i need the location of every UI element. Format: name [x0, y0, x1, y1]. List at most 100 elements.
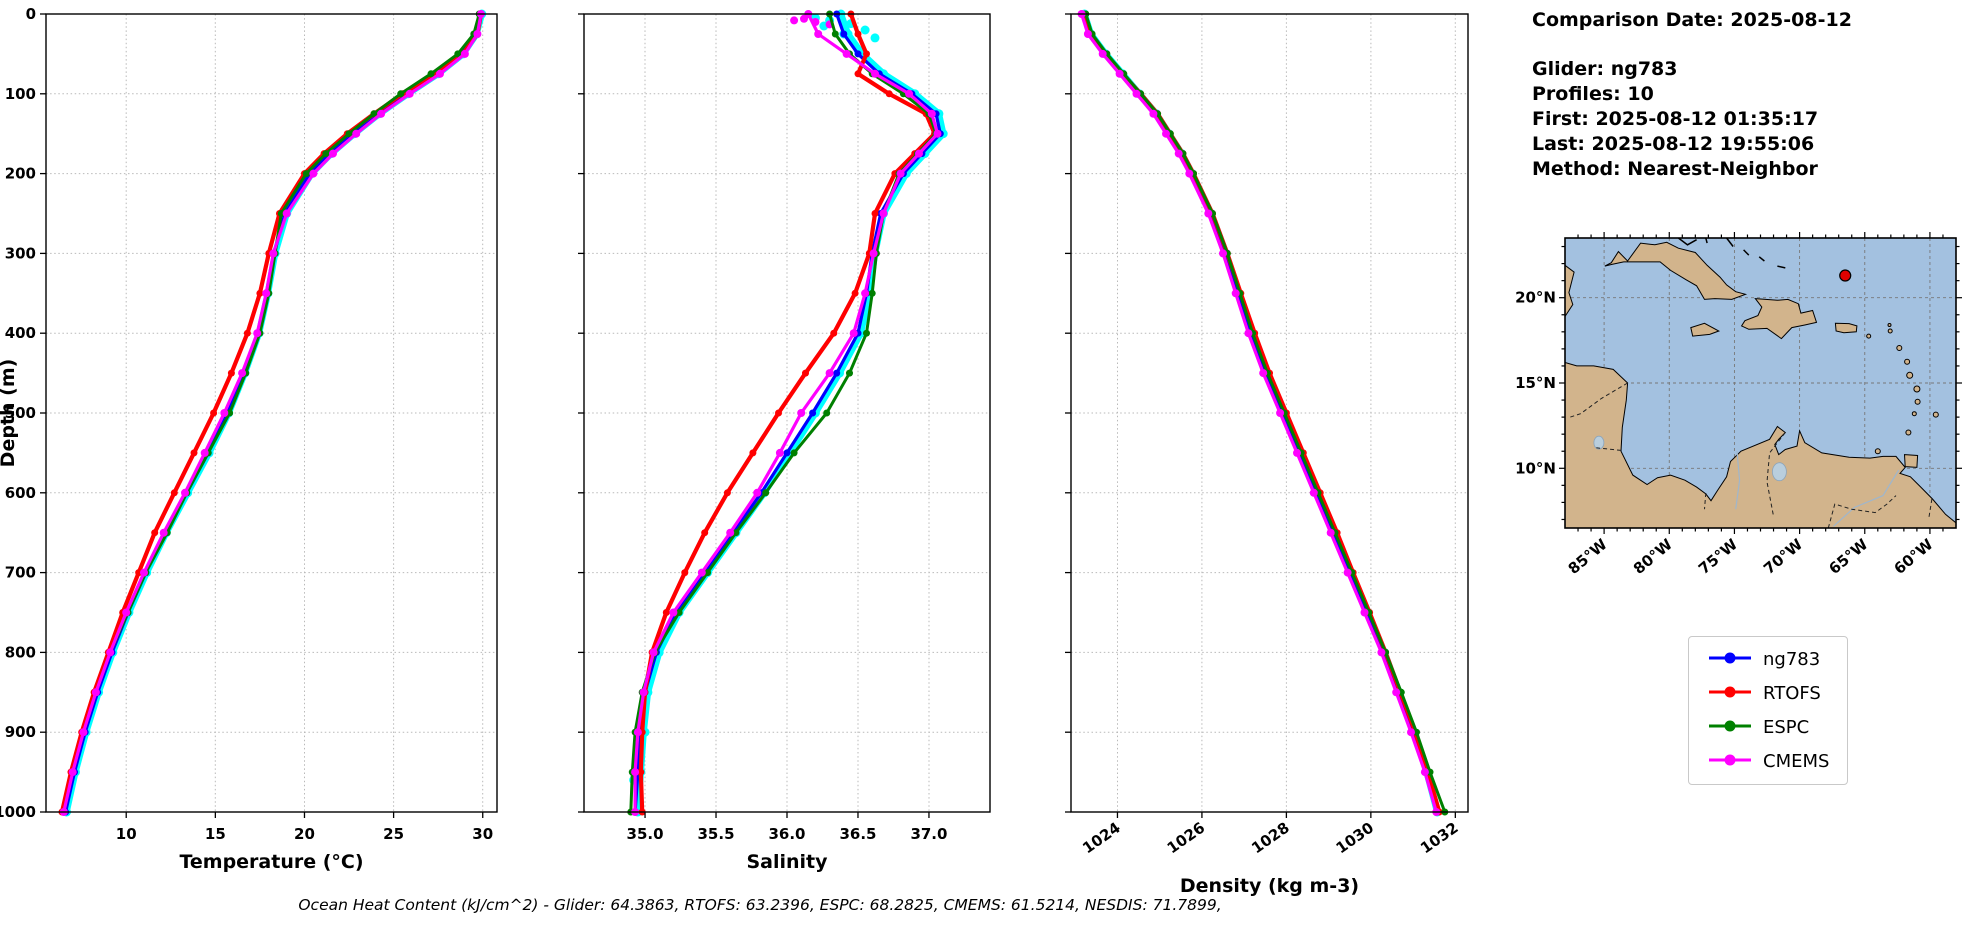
- svg-text:0: 0: [26, 5, 36, 23]
- map-lat-label: 10°N: [1515, 459, 1556, 477]
- svg-text:35.0: 35.0: [627, 825, 664, 843]
- y-axis-label: Depth (m): [0, 359, 19, 468]
- svg-text:700: 700: [5, 564, 36, 582]
- svg-text:500: 500: [5, 404, 36, 422]
- svg-text:1000: 1000: [0, 803, 36, 821]
- svg-text:400: 400: [5, 324, 36, 342]
- series-ng783: [62, 10, 485, 816]
- map-island: [1904, 358, 1911, 365]
- subplot-salinity: 35.0 35.5 36.0 36.5 37.0 Salinity: [578, 9, 991, 873]
- map-country-border: [1570, 382, 1628, 418]
- svg-text:30: 30: [472, 825, 493, 843]
- map-island: [1911, 411, 1917, 417]
- map-bahamas-bank: [1758, 256, 1765, 262]
- last-profile-text: Last: 2025-08-12 19:55:06: [1532, 133, 1815, 155]
- axis-ticks: 1015202530010020030040050060070080090010…: [0, 5, 493, 843]
- legend-item-RTOFS: RTOFS: [1707, 683, 1829, 704]
- legend-label: ng783: [1763, 649, 1821, 670]
- map-country-border: [1704, 492, 1707, 510]
- legend-item-CMEMS: CMEMS: [1707, 751, 1829, 772]
- legend-label: RTOFS: [1763, 683, 1821, 704]
- x-axis-label-density: Density (kg m-3): [1180, 875, 1359, 897]
- axis-ticks: 35.0 35.5 36.0 36.5 37.0: [578, 13, 947, 843]
- subplot-density: 1024 1026 1028 1030 1032 Density (kg m-3): [1065, 9, 1469, 897]
- map-island: [1866, 333, 1872, 339]
- first-profile-text: First: 2025-08-12 01:35:17: [1532, 108, 1819, 130]
- map-island: [1887, 323, 1892, 327]
- series-CMEMS: [1077, 10, 1441, 816]
- map-bahamas-bank: [1705, 237, 1708, 244]
- svg-text:35.5: 35.5: [698, 825, 735, 843]
- map-island: [1932, 411, 1939, 418]
- map-land-jamaica: [1690, 322, 1721, 337]
- map-river: [1833, 469, 1900, 527]
- map-lon-label: 70°W: [1760, 535, 1806, 578]
- map-island: [1906, 371, 1914, 379]
- svg-text:15: 15: [205, 825, 226, 843]
- svg-text:800: 800: [5, 643, 36, 661]
- map-lon-label: 60°W: [1891, 535, 1937, 578]
- svg-text:200: 200: [5, 165, 36, 183]
- map-bahamas-bank: [1677, 237, 1697, 246]
- map-island: [1896, 345, 1903, 351]
- legend-label: CMEMS: [1763, 751, 1830, 772]
- legend-swatch-icon: [1707, 683, 1753, 704]
- gridlines: [1071, 13, 1468, 813]
- profile-charts: 1015202530010020030040050060070080090010…: [0, 5, 1469, 897]
- svg-text:1032: 1032: [1417, 819, 1462, 858]
- map-country-border: [1766, 432, 1786, 517]
- map-bahamas-bank: [1743, 249, 1750, 256]
- legend-item-ng783: ng783: [1707, 649, 1829, 670]
- glider-name-text: Glider: ng783: [1532, 58, 1678, 80]
- series-glider-obs: [62, 9, 487, 817]
- svg-text:20: 20: [294, 825, 315, 843]
- svg-text:1026: 1026: [1164, 819, 1209, 858]
- glider-location-marker: [1839, 269, 1852, 282]
- svg-text:1028: 1028: [1248, 819, 1293, 858]
- svg-text:1024: 1024: [1079, 819, 1124, 858]
- axis-ticks: 1024 1026 1028 1030 1032: [1065, 13, 1462, 858]
- subplot-temperature: 1015202530010020030040050060070080090010…: [0, 5, 498, 873]
- map-lake-maracaibo: [1771, 462, 1787, 482]
- map-bahamas-bank: [1726, 237, 1734, 247]
- comparison-date-text: Comparison Date: 2025-08-12: [1532, 9, 1852, 31]
- method-text: Method: Nearest-Neighbor: [1532, 158, 1818, 180]
- svg-text:1030: 1030: [1333, 819, 1378, 858]
- ocean-heat-content-note: Ocean Heat Content (kJ/cm^2) - Glider: 6…: [298, 896, 1222, 914]
- map-land-mainland: [1564, 264, 1957, 529]
- series-CMEMS: [631, 10, 942, 816]
- legend-label: ESPC: [1763, 717, 1810, 738]
- map-land-hispaniola: [1740, 298, 1818, 340]
- svg-text:10: 10: [116, 825, 137, 843]
- svg-text:36.0: 36.0: [768, 825, 805, 843]
- map-island: [1905, 429, 1912, 436]
- map-land-cuba: [1604, 241, 1748, 300]
- info-panel: Comparison Date: 2025-08-12 Glider: ng78…: [1532, 8, 1852, 182]
- map-lat-label: 20°N: [1515, 289, 1556, 307]
- spacer: [1532, 33, 1852, 57]
- profiles-count-text: Profiles: 10: [1532, 83, 1654, 105]
- legend-swatch-icon: [1707, 717, 1753, 738]
- chart-legend: ng783 RTOFS ESPC CMEMS: [1688, 636, 1849, 785]
- map-lon-label: 85°W: [1565, 535, 1611, 578]
- svg-text:300: 300: [5, 244, 36, 262]
- map-lon-label: 65°W: [1825, 535, 1871, 578]
- legend-item-ESPC: ESPC: [1707, 717, 1829, 738]
- svg-text:36.5: 36.5: [839, 825, 876, 843]
- svg-text:600: 600: [5, 484, 36, 502]
- map-lon-label: 75°W: [1695, 535, 1741, 578]
- svg-text:25: 25: [383, 825, 404, 843]
- map-lon-label: 80°W: [1630, 535, 1676, 578]
- gridlines: [46, 13, 497, 813]
- svg-text:100: 100: [5, 85, 36, 103]
- x-axis-label-salinity: Salinity: [746, 851, 828, 873]
- legend-swatch-icon: [1707, 751, 1753, 772]
- x-axis-label-temperature: Temperature (°C): [179, 851, 363, 873]
- svg-text:900: 900: [5, 723, 36, 741]
- map-bahamas-bank: [1777, 265, 1786, 269]
- series-RTOFS: [1080, 10, 1443, 816]
- map-land-trinidad: [1903, 454, 1919, 468]
- map-content: [1564, 237, 1957, 529]
- map-lat-label: 15°N: [1515, 374, 1556, 392]
